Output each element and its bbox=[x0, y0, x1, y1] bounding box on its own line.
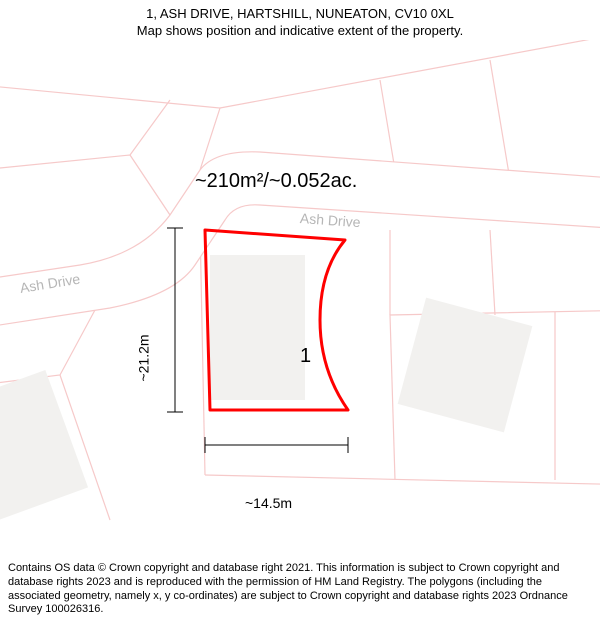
header-subtitle: Map shows position and indicative extent… bbox=[0, 23, 600, 40]
map-area: ~210m²/~0.052ac. Ash Drive Ash Drive ~21… bbox=[0, 40, 600, 530]
footer-copyright: Contains OS data © Crown copyright and d… bbox=[8, 562, 592, 617]
header: 1, ASH DRIVE, HARTSHILL, NUNEATON, CV10 … bbox=[0, 0, 600, 40]
area-label: ~210m²/~0.052ac. bbox=[195, 170, 357, 193]
header-title: 1, ASH DRIVE, HARTSHILL, NUNEATON, CV10 … bbox=[0, 6, 600, 23]
map-svg bbox=[0, 40, 600, 530]
house-number: 1 bbox=[300, 345, 311, 368]
dimension-horizontal-label: ~14.5m bbox=[245, 495, 292, 511]
dimension-vertical-label: ~21.2m bbox=[136, 334, 152, 381]
